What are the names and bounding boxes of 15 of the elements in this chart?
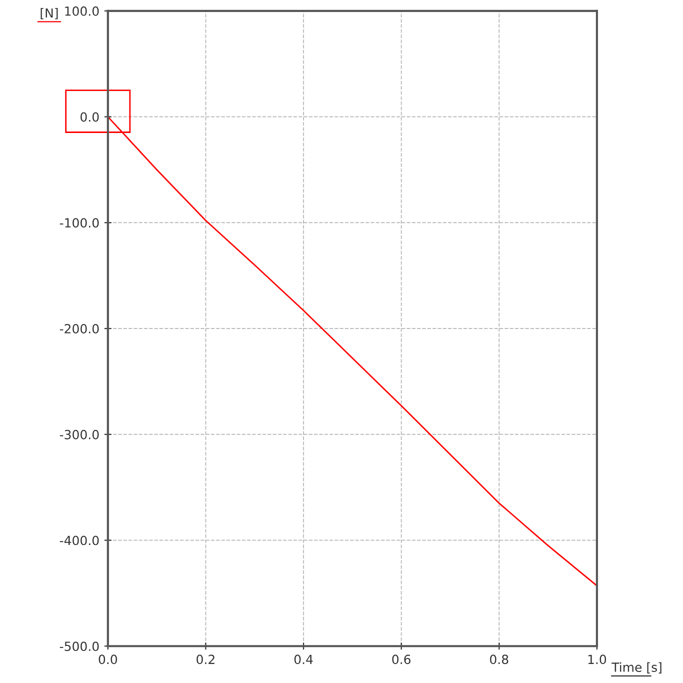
- x-tick-label: 0.2: [196, 654, 214, 664]
- x-tick-label: 0.6: [392, 654, 410, 664]
- y-tick-label: -200.0: [60, 324, 99, 334]
- y-tick-label: -100.0: [60, 218, 99, 228]
- x-tick-label: 0.4: [294, 654, 313, 664]
- y-tick-label: -300.0: [60, 430, 99, 440]
- x-axis-title: Time [s]: [612, 662, 662, 674]
- y-tick-label: 100.0: [65, 6, 99, 16]
- y-tick-label: -500.0: [60, 642, 99, 652]
- x-tick-label: 0.0: [98, 654, 118, 664]
- x-tick-label: 1.0: [588, 654, 606, 664]
- y-tick-label: -400.0: [60, 536, 99, 546]
- x-tick-label: 0.8: [490, 654, 508, 664]
- y-tick-label: 0.0: [80, 112, 99, 122]
- y-axis-title: [N]: [40, 8, 58, 20]
